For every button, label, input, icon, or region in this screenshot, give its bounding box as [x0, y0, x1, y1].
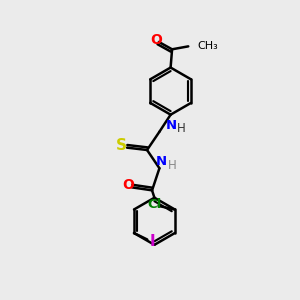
Text: CH₃: CH₃ — [197, 41, 218, 51]
Text: O: O — [122, 178, 134, 192]
Text: I: I — [150, 234, 155, 249]
Text: H: H — [177, 122, 186, 135]
Text: Cl: Cl — [147, 198, 162, 211]
Text: H: H — [167, 159, 176, 172]
Text: N: N — [166, 119, 177, 132]
Text: O: O — [150, 34, 162, 47]
Text: N: N — [156, 155, 167, 168]
Text: S: S — [116, 138, 127, 153]
